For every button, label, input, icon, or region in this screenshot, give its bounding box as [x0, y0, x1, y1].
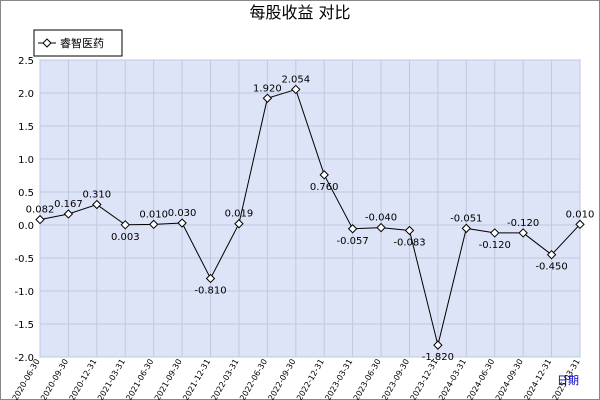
- marker: [319, 170, 329, 180]
- line: [39, 88, 581, 346]
- data-label: 0.030: [168, 208, 197, 219]
- data-label: 0.082: [26, 205, 55, 216]
- marker: [205, 273, 216, 284]
- marker: [63, 209, 74, 219]
- y-tick-label: 1.5: [18, 122, 34, 133]
- legend-marker: [42, 38, 52, 48]
- marker: [291, 84, 301, 95]
- marker: [433, 340, 443, 350]
- y-tick-label: -1.0: [14, 287, 34, 298]
- data-label: -0.051: [450, 213, 482, 224]
- y-tick-label: 2.5: [18, 56, 34, 67]
- marker: [518, 228, 528, 238]
- marker: [347, 224, 358, 234]
- data-label: 0.010: [139, 209, 168, 220]
- marker: [234, 219, 244, 229]
- data-label: -0.120: [507, 218, 539, 229]
- data-label: 1.920: [253, 83, 282, 94]
- y-tick-label: 1.0: [18, 155, 34, 166]
- data-label: -0.810: [194, 285, 226, 296]
- marker: [376, 222, 386, 233]
- data-label: 0.760: [310, 182, 339, 193]
- marker: [546, 249, 557, 260]
- marker: [148, 219, 159, 230]
- data-label: -1.820: [422, 352, 454, 363]
- y-tick-label: -1.5: [14, 320, 34, 331]
- data-label: 0.010: [566, 209, 595, 220]
- marker: [262, 93, 273, 103]
- marker: [575, 219, 585, 230]
- marker: [120, 220, 130, 230]
- marker: [461, 223, 472, 234]
- legend: 睿智医药: [33, 29, 123, 57]
- data-label: 0.019: [225, 209, 254, 220]
- marker: [490, 228, 500, 238]
- data-label: -0.057: [337, 236, 369, 247]
- y-tick-label: 0.0: [18, 221, 34, 232]
- data-label: -0.450: [535, 262, 567, 273]
- data-label: 0.003: [111, 232, 140, 243]
- x-axis-label: 日期: [557, 374, 579, 387]
- data-label: -0.083: [393, 237, 425, 248]
- y-tick-label: 0.5: [18, 188, 34, 199]
- data-label: 0.310: [83, 190, 112, 201]
- chart-title: 每股收益 对比: [249, 3, 350, 22]
- marker: [92, 199, 102, 210]
- marker: [404, 225, 415, 236]
- data-label: -0.120: [479, 240, 511, 251]
- marker: [35, 214, 45, 225]
- y-tick-label: 2.0: [18, 89, 34, 100]
- y-tick-label: -0.5: [14, 254, 34, 265]
- legend-label: 睿智医药: [60, 36, 104, 50]
- data-label: 2.054: [281, 74, 310, 85]
- marker: [177, 218, 187, 228]
- data-label: -0.040: [365, 213, 397, 224]
- y-tick-label: -2.0: [14, 353, 34, 364]
- plot-area: [39, 59, 581, 358]
- data-label: 0.167: [54, 199, 83, 210]
